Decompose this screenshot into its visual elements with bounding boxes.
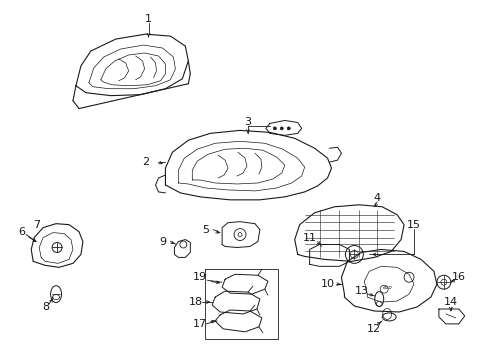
Text: 2: 2	[142, 157, 149, 167]
Text: 1: 1	[145, 14, 152, 24]
Text: 18: 18	[189, 297, 203, 307]
Text: eco: eco	[382, 285, 391, 290]
Text: 3: 3	[244, 117, 251, 127]
Text: 12: 12	[366, 324, 381, 334]
Text: 17: 17	[193, 319, 207, 329]
Text: 5: 5	[202, 225, 208, 235]
Text: 11: 11	[302, 233, 316, 243]
Circle shape	[280, 127, 283, 130]
Text: 16: 16	[451, 272, 465, 282]
Text: 8: 8	[42, 302, 50, 312]
Text: 6: 6	[18, 226, 25, 237]
Text: 15: 15	[406, 220, 420, 230]
Text: 7: 7	[33, 220, 40, 230]
Circle shape	[286, 127, 290, 130]
Text: 13: 13	[355, 286, 368, 296]
Text: 19: 19	[193, 272, 207, 282]
Text: 10: 10	[320, 279, 334, 289]
Text: 9: 9	[159, 237, 166, 247]
Text: 14: 14	[443, 297, 457, 307]
Text: 4: 4	[373, 193, 380, 203]
Circle shape	[273, 127, 276, 130]
